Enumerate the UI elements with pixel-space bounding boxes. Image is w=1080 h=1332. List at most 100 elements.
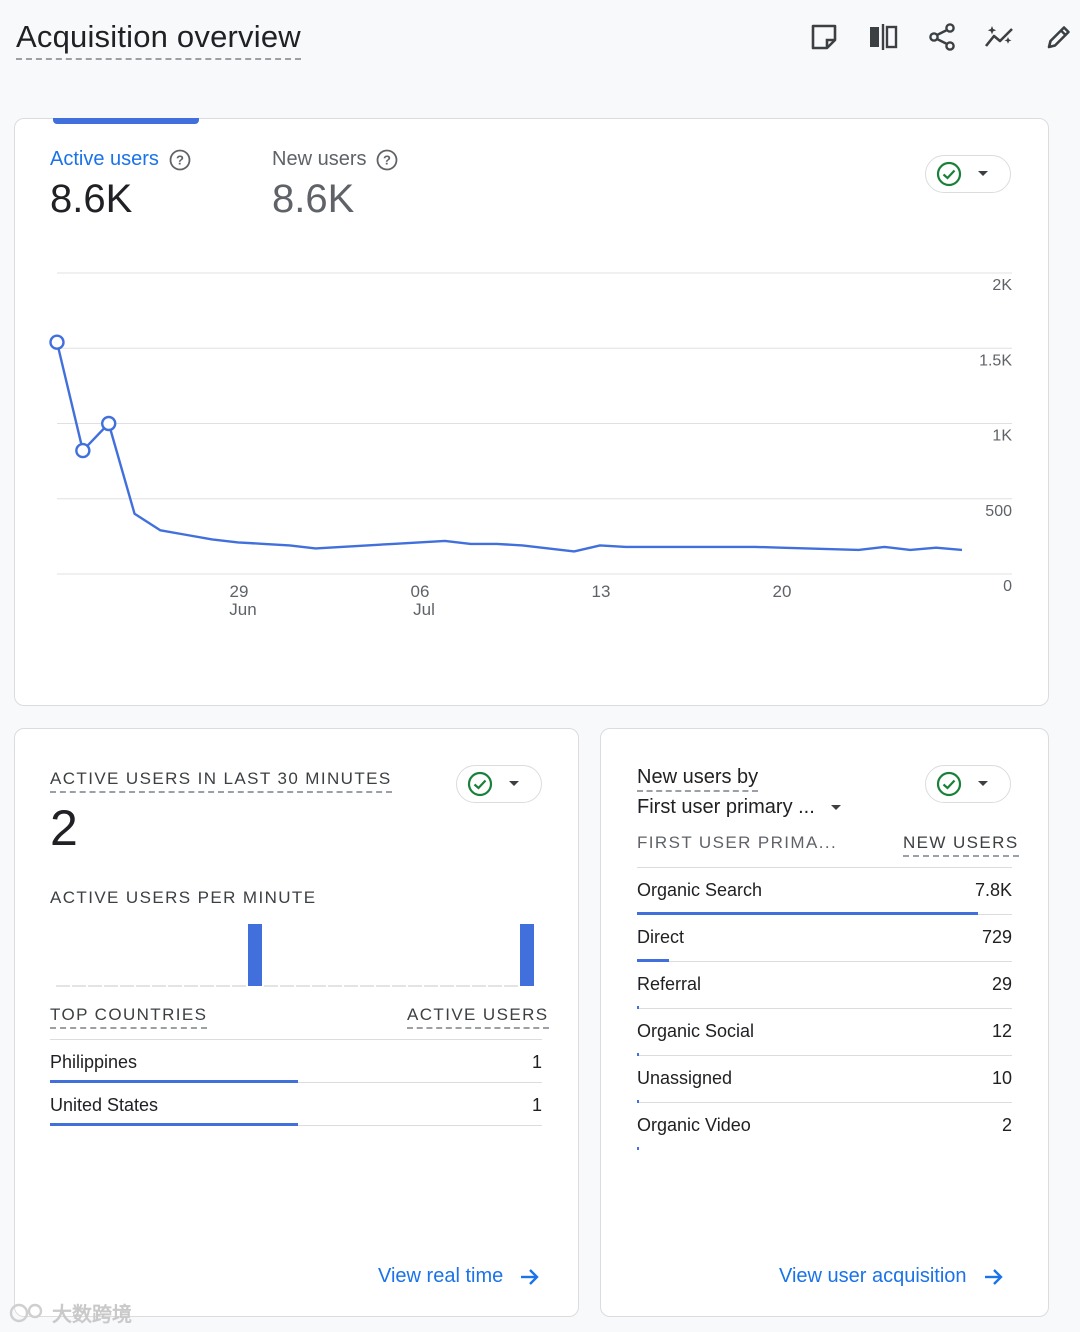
divider bbox=[50, 1039, 542, 1040]
caret-down-icon bbox=[978, 171, 988, 176]
minute-bar[interactable] bbox=[520, 924, 534, 986]
check-circle-icon bbox=[467, 771, 493, 797]
table-row[interactable]: Organic Search 7.8K bbox=[637, 868, 1012, 915]
x-tick-label: 20 bbox=[773, 582, 792, 601]
row-label: United States bbox=[50, 1095, 159, 1115]
table-row[interactable]: Philippines 1 bbox=[50, 1040, 542, 1083]
row-share-bar bbox=[637, 912, 979, 915]
compare-icon[interactable] bbox=[866, 20, 900, 54]
realtime-title[interactable]: ACTIVE USERS IN LAST 30 MINUTES bbox=[50, 769, 392, 793]
x-tick-month: Jul bbox=[413, 600, 435, 619]
row-value: 1 bbox=[531, 1095, 542, 1115]
series-line-active-users bbox=[55, 341, 963, 553]
notes-icon[interactable] bbox=[807, 20, 841, 54]
channel-column-header: FIRST USER PRIMA... bbox=[637, 833, 838, 852]
y-tick-label: 1.5K bbox=[979, 352, 1012, 369]
table-row[interactable]: Unassigned 10 bbox=[637, 1056, 1012, 1103]
arrow-right-icon bbox=[521, 1268, 539, 1285]
metric-label: New users bbox=[272, 148, 367, 170]
selected-tab-indicator bbox=[53, 118, 199, 124]
svg-text:?: ? bbox=[384, 152, 392, 167]
row-label: Philippines bbox=[50, 1052, 138, 1072]
channel-comparison-dropdown[interactable] bbox=[925, 765, 1011, 803]
active-users-per-minute-chart bbox=[56, 924, 534, 987]
help-icon[interactable]: ? bbox=[376, 149, 398, 171]
divider bbox=[637, 867, 1012, 868]
insights-icon[interactable] bbox=[983, 20, 1017, 54]
row-value: 10 bbox=[991, 1068, 1012, 1088]
row-share-bar bbox=[637, 1100, 639, 1103]
x-tick-label: 13 bbox=[592, 582, 611, 601]
link-label: View real time bbox=[378, 1265, 504, 1287]
row-label: Organic Search bbox=[637, 880, 763, 900]
view-real-time-link[interactable]: View real time bbox=[378, 1265, 541, 1288]
comparison-dropdown[interactable] bbox=[925, 155, 1011, 193]
x-tick-day: 13 bbox=[592, 582, 611, 601]
x-tick-day: 29 bbox=[230, 582, 249, 601]
data-point[interactable] bbox=[101, 415, 117, 432]
card-title[interactable]: New users by bbox=[637, 766, 759, 792]
edit-icon[interactable] bbox=[1042, 20, 1076, 54]
realtime-comparison-dropdown[interactable] bbox=[456, 765, 542, 803]
channel-table: Organic Search 7.8K Direct 729 Referral 29 Org… bbox=[637, 868, 1012, 1150]
row-share-bar bbox=[637, 959, 669, 962]
active-users-header[interactable]: ACTIVE USERS bbox=[407, 1005, 549, 1029]
row-label: Organic Social bbox=[637, 1021, 755, 1041]
row-share-bar bbox=[637, 1053, 639, 1056]
minute-bar[interactable] bbox=[248, 924, 262, 986]
x-tick-day: 20 bbox=[773, 582, 792, 601]
share-icon[interactable] bbox=[925, 20, 959, 54]
table-row[interactable]: Organic Video 2 bbox=[637, 1103, 1012, 1150]
caret-down-icon bbox=[830, 804, 841, 810]
row-value: 12 bbox=[991, 1021, 1012, 1041]
per-minute-label: ACTIVE USERS PER MINUTE bbox=[50, 888, 317, 907]
x-tick-month: Jun bbox=[229, 600, 256, 619]
metric-tab-new-users[interactable]: New users ? 8.6K bbox=[272, 148, 398, 222]
arrow-right-icon bbox=[984, 1268, 1003, 1285]
metric-value: 8.6K bbox=[272, 177, 355, 221]
metric-label: Active users bbox=[50, 148, 159, 170]
dimension-label: First user primary ... bbox=[637, 796, 815, 818]
metric-tab-active-users[interactable]: Active users ? 8.6K bbox=[50, 148, 191, 222]
table-row[interactable]: United States 1 bbox=[50, 1083, 542, 1126]
metric-value: 8.6K bbox=[50, 177, 133, 221]
view-user-acquisition-link[interactable]: View user acquisition bbox=[779, 1265, 1005, 1288]
watermark-text: 大数跨境 bbox=[52, 1304, 132, 1326]
help-icon[interactable]: ? bbox=[169, 149, 191, 171]
caret-down-icon bbox=[978, 781, 988, 786]
row-value: 729 bbox=[981, 927, 1012, 947]
data-point[interactable] bbox=[75, 442, 91, 459]
row-label: Direct bbox=[637, 927, 685, 947]
y-tick-label: 0 bbox=[1003, 578, 1012, 595]
overview-card bbox=[14, 118, 1049, 706]
watermark-logo-icon bbox=[9, 1303, 43, 1322]
row-share-bar bbox=[637, 1006, 639, 1009]
dimension-selector[interactable]: First user primary ... bbox=[637, 796, 843, 819]
row-share-bar bbox=[637, 1147, 639, 1150]
table-row[interactable]: Organic Social 12 bbox=[637, 1009, 1012, 1056]
new-users-column-header[interactable]: NEW USERS bbox=[903, 833, 1019, 857]
y-tick-label: 500 bbox=[985, 503, 1012, 520]
svg-text:?: ? bbox=[176, 152, 184, 167]
check-circle-icon bbox=[936, 161, 962, 187]
caret-down-icon bbox=[509, 781, 519, 786]
new-users-by-channel-card bbox=[600, 728, 1049, 1317]
page-title: Acquisition overview bbox=[16, 18, 301, 60]
row-value: 7.8K bbox=[974, 880, 1012, 900]
table-row[interactable]: Referral 29 bbox=[637, 962, 1012, 1009]
row-label: Organic Video bbox=[637, 1115, 751, 1135]
link-label: View user acquisition bbox=[779, 1265, 967, 1287]
table-row[interactable]: Direct 729 bbox=[637, 915, 1012, 962]
x-tick-day: 06 bbox=[411, 582, 430, 601]
realtime-card bbox=[14, 728, 579, 1317]
data-point[interactable] bbox=[49, 334, 65, 350]
row-label: Unassigned bbox=[637, 1068, 733, 1088]
watermark: 大数跨境 bbox=[8, 1298, 132, 1327]
row-share-bar bbox=[50, 1080, 298, 1083]
y-tick-label: 1K bbox=[992, 428, 1012, 445]
countries-header[interactable]: TOP COUNTRIES bbox=[50, 1005, 208, 1029]
row-label: Referral bbox=[637, 974, 702, 994]
